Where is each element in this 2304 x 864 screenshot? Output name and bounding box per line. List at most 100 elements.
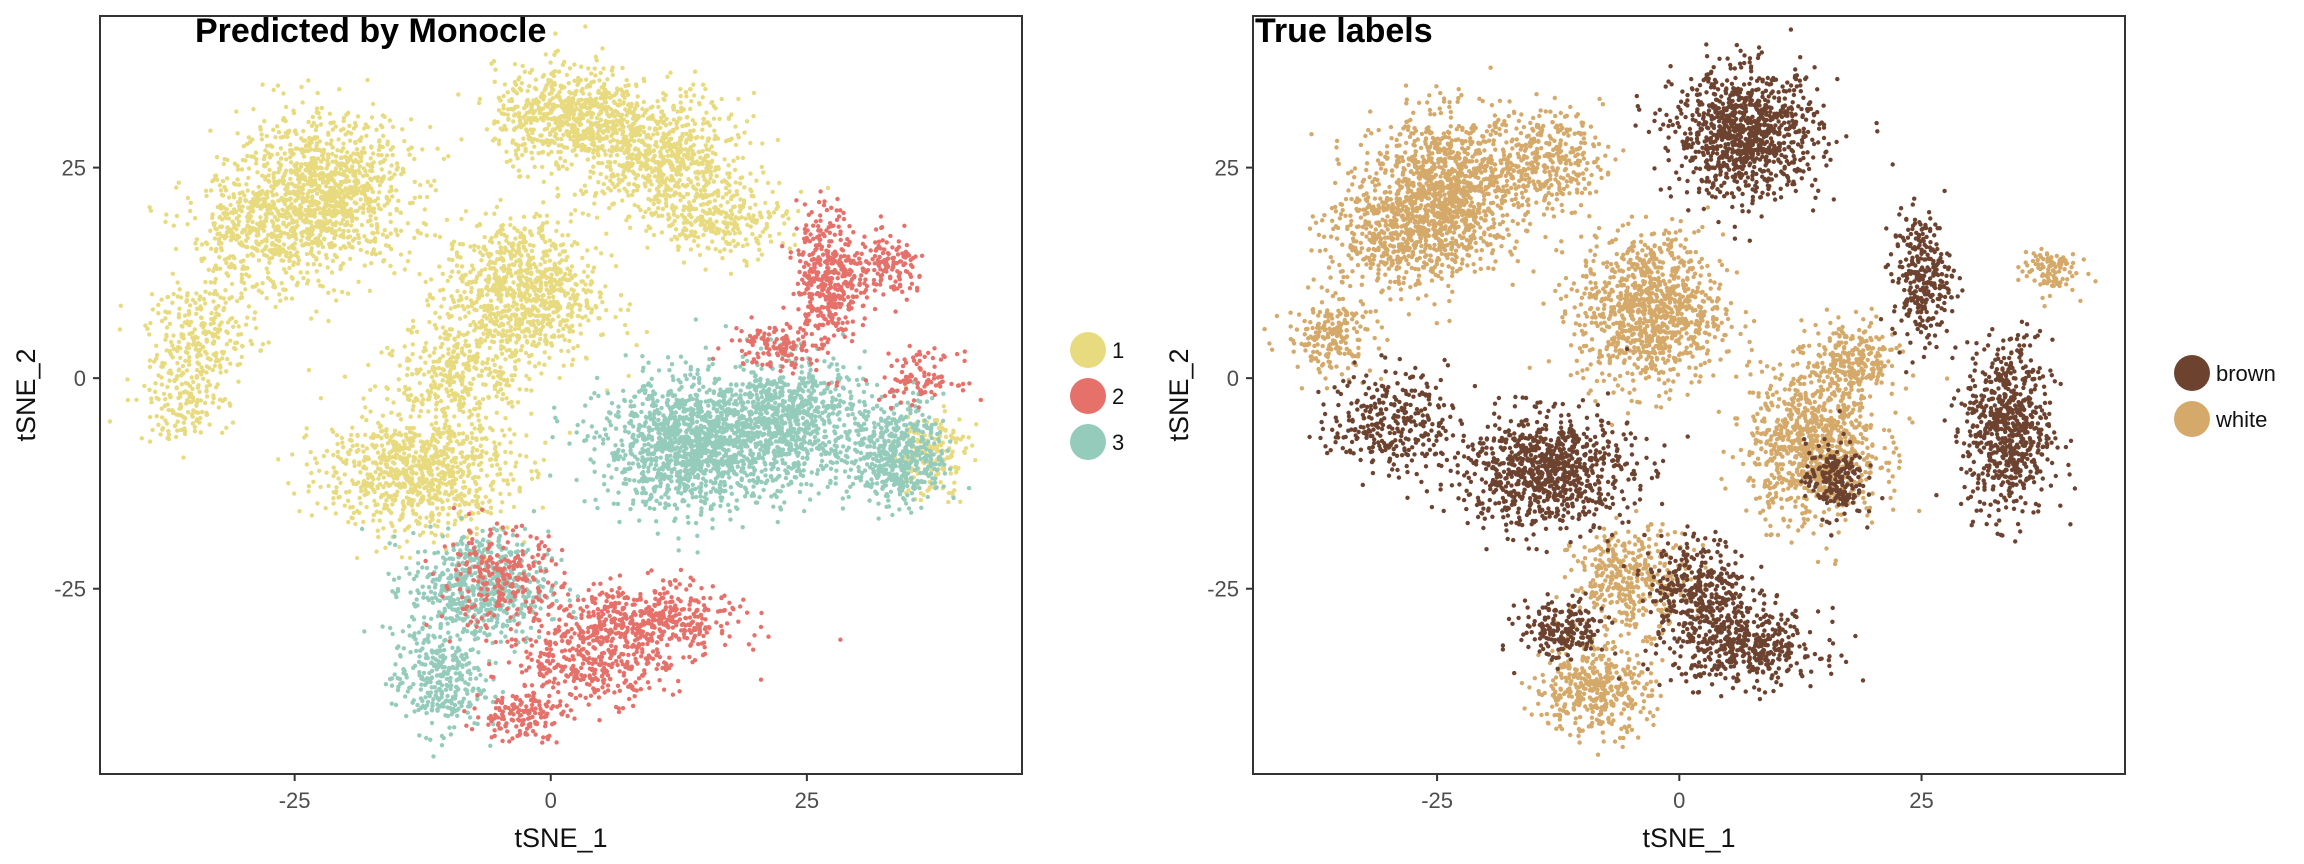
data-point xyxy=(262,157,266,161)
data-point xyxy=(273,285,277,289)
data-point xyxy=(489,299,493,303)
data-point xyxy=(211,393,215,397)
data-point xyxy=(224,369,228,373)
data-point xyxy=(460,274,464,278)
data-point xyxy=(481,397,485,401)
data-point xyxy=(626,308,630,312)
data-point xyxy=(517,115,521,119)
data-point xyxy=(365,78,369,82)
data-point xyxy=(373,446,377,450)
data-point xyxy=(177,181,181,185)
data-point xyxy=(309,160,313,164)
data-point xyxy=(469,382,473,386)
data-point xyxy=(399,229,403,233)
data-point xyxy=(487,373,491,377)
data-point xyxy=(589,71,593,75)
data-point xyxy=(282,231,286,235)
data-point xyxy=(156,311,160,315)
data-point xyxy=(200,410,204,414)
data-point xyxy=(308,176,312,180)
data-point xyxy=(318,283,322,287)
data-point xyxy=(538,111,542,115)
data-point xyxy=(573,193,577,197)
data-point xyxy=(298,216,302,220)
data-point xyxy=(340,156,344,160)
data-point xyxy=(248,140,252,144)
data-point xyxy=(584,356,588,360)
data-point xyxy=(490,428,494,432)
data-point xyxy=(236,200,240,204)
data-point xyxy=(565,255,569,259)
data-point xyxy=(500,287,504,291)
data-point xyxy=(385,397,389,401)
data-point xyxy=(390,353,394,357)
data-point xyxy=(491,285,495,289)
data-point xyxy=(407,250,411,254)
data-point xyxy=(225,342,229,346)
data-point xyxy=(218,398,222,402)
data-point xyxy=(468,349,472,353)
data-point xyxy=(383,546,387,550)
data-point xyxy=(243,158,247,162)
data-point xyxy=(340,162,344,166)
data-point xyxy=(441,506,445,510)
data-point xyxy=(508,440,512,444)
data-point xyxy=(504,239,508,243)
data-point xyxy=(532,145,536,149)
data-point xyxy=(401,447,405,451)
data-point xyxy=(548,238,552,242)
data-point xyxy=(617,188,621,192)
data-point xyxy=(326,131,330,135)
data-point xyxy=(339,180,343,184)
data-point xyxy=(461,370,465,374)
data-point xyxy=(489,483,493,487)
data-point xyxy=(536,309,540,313)
data-point xyxy=(324,471,328,475)
data-point xyxy=(561,318,565,322)
data-point xyxy=(388,212,392,216)
data-point xyxy=(452,300,456,304)
data-point xyxy=(587,92,591,96)
data-point xyxy=(495,463,499,467)
data-point xyxy=(451,470,455,474)
data-point xyxy=(507,492,511,496)
data-point xyxy=(161,426,165,430)
data-point xyxy=(498,365,502,369)
data-point xyxy=(212,339,216,343)
data-point xyxy=(655,99,659,103)
data-point xyxy=(356,448,360,452)
data-point xyxy=(266,276,270,280)
data-point xyxy=(163,309,167,313)
data-point xyxy=(366,363,370,367)
data-point xyxy=(523,149,527,153)
data-point xyxy=(385,503,389,507)
data-point xyxy=(494,394,498,398)
data-point xyxy=(586,157,590,161)
data-point xyxy=(410,501,414,505)
data-point xyxy=(541,325,545,329)
data-point xyxy=(269,250,273,254)
data-point xyxy=(423,361,427,365)
data-point xyxy=(304,144,308,148)
data-point xyxy=(389,521,393,525)
data-point xyxy=(582,270,586,274)
data-point xyxy=(349,438,353,442)
data-point xyxy=(330,204,334,208)
data-point xyxy=(368,388,372,392)
data-point xyxy=(588,147,592,151)
data-point xyxy=(175,374,179,378)
data-point xyxy=(261,342,265,346)
data-point xyxy=(512,113,516,117)
data-point xyxy=(118,327,122,331)
data-point xyxy=(513,80,517,84)
data-point xyxy=(389,220,393,224)
data-point xyxy=(279,233,283,237)
data-point xyxy=(570,162,574,166)
data-point xyxy=(583,24,587,28)
data-point xyxy=(293,241,297,245)
data-point xyxy=(362,234,366,238)
data-point xyxy=(392,493,396,497)
data-point xyxy=(333,470,337,474)
data-point xyxy=(536,151,540,155)
data-point xyxy=(197,362,201,366)
